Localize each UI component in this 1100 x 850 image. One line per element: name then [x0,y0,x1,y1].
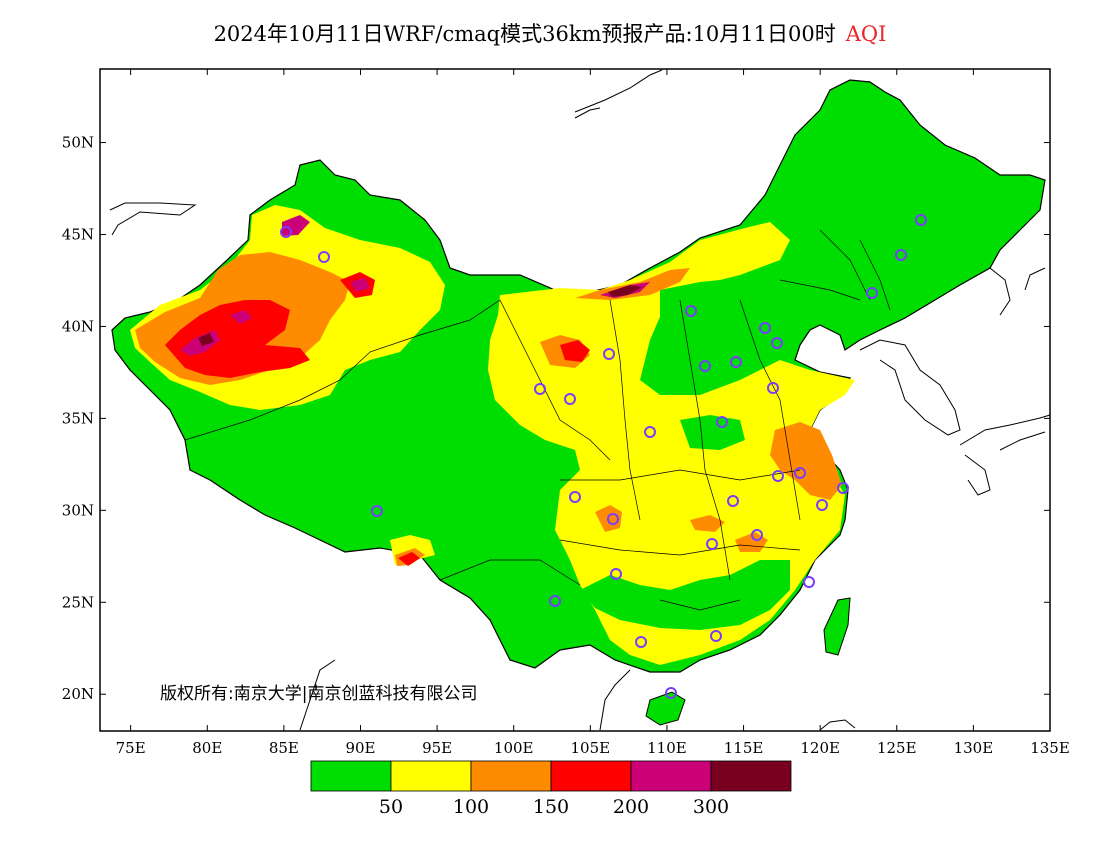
aqi-legend: 50 100 150 200 300 [310,760,792,818]
legend-swatch [470,760,552,792]
lat-label: 25N [62,593,94,611]
aqi-zone-hazard-inner [608,285,642,297]
lon-label: 110E [647,739,687,757]
neighbor-coastlines [109,69,1051,731]
lon-label: 115E [724,739,764,757]
lon-label: 95E [422,739,452,757]
legend-swatch [390,760,472,792]
map-title: 2024年10月11日WRF/cmaq模式36km预报产品:10月11日00时 A… [0,18,1100,48]
aqi-zone-yellow-south [580,560,790,630]
aqi-zone-green-inner [660,278,800,375]
province-boundaries [184,229,891,611]
lon-label: 80E [192,739,222,757]
aqi-zone-yellow-central [488,222,855,665]
aqi-zone-purple-north2 [282,215,310,236]
map-frame [99,68,1051,732]
legend-threshold-label: 300 [693,796,729,818]
lon-label: 100E [494,739,534,757]
aqi-zone-red-nei [560,340,590,362]
aqi-zone-orange-inner [575,268,690,300]
legend-threshold-label: 200 [613,796,649,818]
lat-label: 20N [62,685,94,703]
lon-label: 130E [954,739,994,757]
station-markers [280,214,927,699]
lat-label: 50N [62,134,94,152]
latitude-axis: 50N 45N 40N 35N 30N 25N 20N [62,134,1050,703]
longitude-axis: 75E 80E 85E 90E 95E 100E 105E 110E 115E 120E 125E 1… [116,69,1070,757]
legend-swatch [310,760,392,792]
legend-threshold-label: 50 [379,796,403,818]
lon-label: 135E [1030,739,1070,757]
aqi-zone-red-tibet [398,552,420,566]
hainan-island [645,691,686,726]
legend-threshold-label: 100 [453,796,489,818]
legend-threshold-label: 150 [533,796,569,818]
aqi-zone-red-xinjiang [165,300,310,378]
aqi-zone-purple-north1 [350,278,370,292]
aqi-zone-green-hebei [680,415,745,450]
lon-label: 125E [877,739,917,757]
copyright-text: 版权所有:南京大学|南京创蓝科技有限公司 [160,684,478,704]
aqi-zone-orange-hunan [690,515,725,532]
legend-swatch [710,760,792,792]
lon-label: 75E [116,739,146,757]
lat-label: 30N [62,501,94,519]
legend-swatch [550,760,632,792]
taiwan-island [823,597,851,656]
aqi-zone-purple-xinjiang2 [230,310,252,324]
lon-label: 90E [345,739,375,757]
title-text: 2024年10月11日WRF/cmaq模式36km预报产品:10月11日00时 [213,22,836,46]
lon-label: 85E [269,739,299,757]
lon-label: 120E [800,739,840,757]
lat-label: 40N [62,317,94,335]
lat-label: 45N [62,226,94,244]
title-variable: AQI [845,22,887,46]
aqi-zone-orange-east [770,422,842,500]
lon-label: 105E [571,739,611,757]
aqi-zone-orange-hubei [735,532,768,552]
aqi-zone-hazard-west [198,333,214,346]
legend-swatch [630,760,712,792]
lat-label: 35N [62,409,94,427]
